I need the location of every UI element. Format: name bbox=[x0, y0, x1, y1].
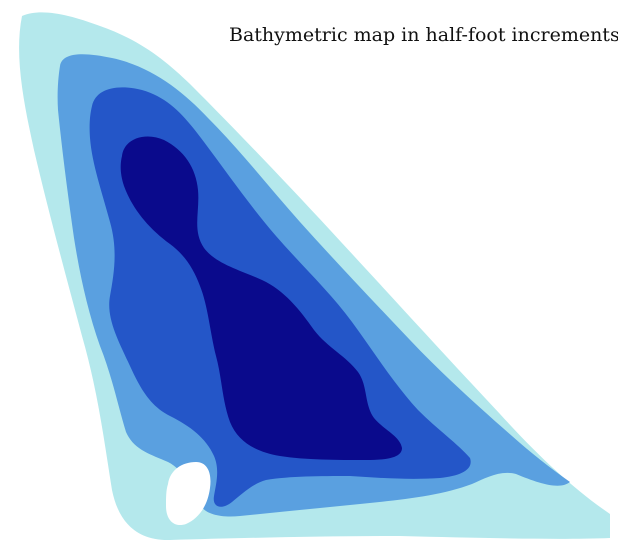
island bbox=[166, 462, 211, 526]
depth-band-4 bbox=[120, 136, 403, 460]
map-title: Bathymetric map in half-foot increments bbox=[229, 24, 618, 46]
